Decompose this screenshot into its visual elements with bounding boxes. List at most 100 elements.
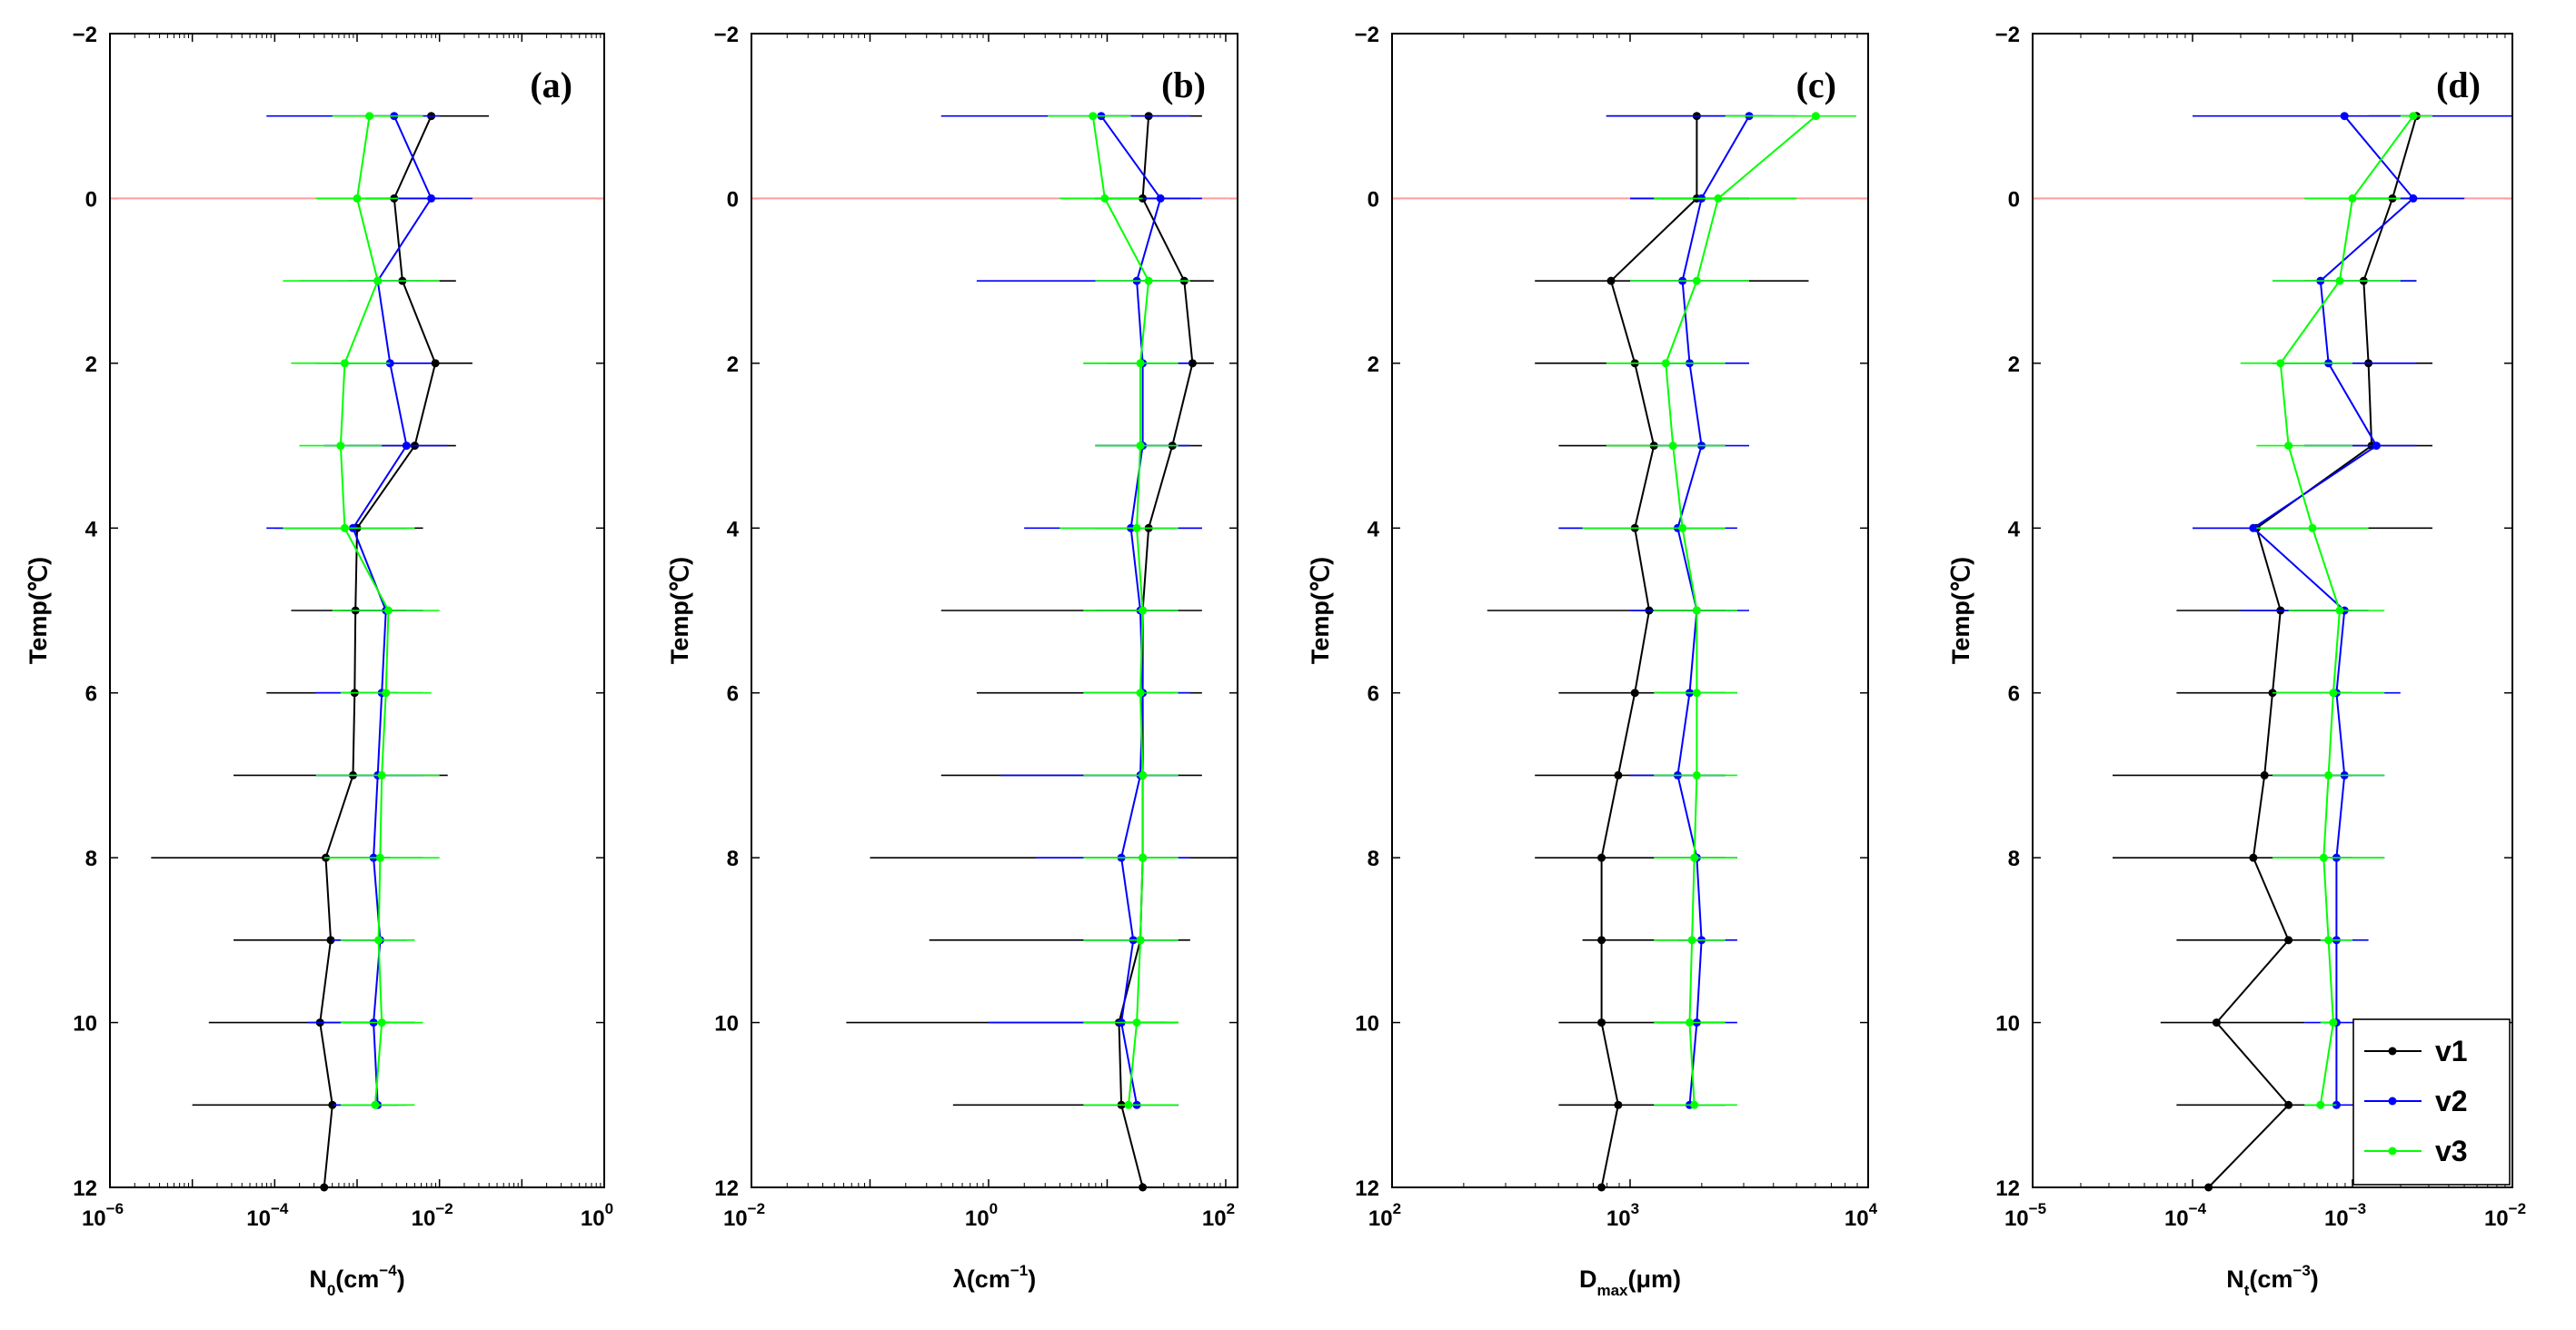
data-point bbox=[1139, 853, 1148, 862]
data-point bbox=[2284, 442, 2293, 451]
data-point bbox=[1692, 606, 1701, 615]
data-point bbox=[1692, 770, 1701, 779]
data-point bbox=[2335, 606, 2344, 615]
data-point bbox=[365, 112, 374, 121]
data-point bbox=[1188, 359, 1197, 368]
y-tick-label: 2 bbox=[727, 352, 739, 377]
y-tick-label: 10 bbox=[73, 1012, 97, 1037]
data-point bbox=[1692, 276, 1701, 285]
series-v3 bbox=[283, 112, 440, 1109]
x-tick-label: 10−5 bbox=[2004, 1200, 2046, 1231]
y-tick-label: 8 bbox=[2008, 847, 2020, 871]
x-tick-label: 104 bbox=[1845, 1200, 1878, 1231]
panel-label: (c) bbox=[1796, 65, 1836, 105]
y-tick-label: 6 bbox=[2008, 682, 2020, 707]
data-point bbox=[373, 276, 383, 285]
data-point bbox=[353, 194, 362, 203]
x-axis-label: Dmax(μm) bbox=[1579, 1265, 1681, 1299]
y-tick-label: −2 bbox=[714, 23, 739, 47]
y-tick-label: 12 bbox=[73, 1176, 97, 1201]
legend-marker-v2 bbox=[2388, 1097, 2397, 1106]
x-tick-label: 10−4 bbox=[246, 1200, 289, 1231]
data-point bbox=[1692, 689, 1701, 698]
x-axis-label: λ(cm−1) bbox=[953, 1262, 1036, 1293]
data-point bbox=[371, 1100, 380, 1109]
data-point bbox=[2308, 523, 2317, 532]
data-point bbox=[1156, 194, 1165, 203]
data-point bbox=[1630, 689, 1639, 698]
data-point bbox=[377, 770, 386, 779]
data-point bbox=[1614, 770, 1623, 779]
series-line bbox=[319, 115, 437, 1188]
y-axis-label: Temp(℃) bbox=[666, 557, 693, 664]
x-tick-label: 10−2 bbox=[2484, 1200, 2526, 1231]
data-point bbox=[375, 853, 384, 862]
x-tick-label: 10−2 bbox=[412, 1200, 453, 1231]
data-point bbox=[1132, 523, 1141, 532]
x-tick-label: 10−4 bbox=[2164, 1200, 2207, 1231]
data-point bbox=[1597, 1018, 1606, 1027]
data-point bbox=[382, 689, 391, 698]
x-axis-label: N0(cm−4) bbox=[309, 1262, 404, 1299]
legend: v1 v2 v3 bbox=[2352, 1018, 2511, 1186]
data-point bbox=[326, 936, 335, 945]
data-point bbox=[1690, 1100, 1699, 1109]
x-axis-label: Nt(cm−3) bbox=[2226, 1262, 2319, 1299]
data-point bbox=[340, 359, 349, 368]
data-point bbox=[402, 442, 411, 451]
data-point bbox=[1686, 1018, 1694, 1027]
data-point bbox=[2329, 689, 2338, 698]
data-point bbox=[1597, 936, 1606, 945]
y-tick-label: 0 bbox=[2008, 187, 2020, 212]
legend-marker-v3 bbox=[2388, 1146, 2397, 1156]
data-point bbox=[1144, 276, 1153, 285]
data-point bbox=[1614, 1100, 1623, 1109]
y-tick-label: 10 bbox=[714, 1012, 739, 1037]
data-point bbox=[1132, 1018, 1141, 1027]
y-tick-label: 8 bbox=[85, 847, 97, 871]
y-tick-label: 0 bbox=[1368, 187, 1379, 212]
x-tick-label: 10−6 bbox=[82, 1200, 124, 1231]
data-point bbox=[2340, 112, 2349, 121]
x-tick-label: 102 bbox=[1202, 1200, 1235, 1231]
legend-label-v3: v3 bbox=[2435, 1135, 2468, 1167]
data-point bbox=[1690, 853, 1699, 862]
plot-frame bbox=[751, 33, 1238, 1188]
data-point bbox=[2316, 1100, 2325, 1109]
panel-label: (d) bbox=[2436, 65, 2481, 105]
series-v3 bbox=[1048, 112, 1190, 1109]
x-tick-label: 10−3 bbox=[2324, 1200, 2366, 1231]
y-tick-label: 10 bbox=[1995, 1012, 2020, 1037]
data-point bbox=[1668, 442, 1677, 451]
y-tick-label: 6 bbox=[727, 682, 739, 707]
y-axis-label: Temp(℃) bbox=[1307, 557, 1334, 664]
x-tick-label: 102 bbox=[1368, 1200, 1401, 1231]
data-point bbox=[1811, 112, 1820, 121]
series-v3 bbox=[1582, 112, 1856, 1109]
data-point bbox=[374, 936, 383, 945]
y-tick-label: 0 bbox=[85, 187, 97, 212]
y-tick-label: 2 bbox=[1368, 352, 1379, 377]
series-line bbox=[2207, 115, 2418, 1188]
data-point bbox=[2212, 1018, 2221, 1027]
data-point bbox=[1139, 770, 1148, 779]
data-point bbox=[2249, 523, 2258, 532]
y-tick-label: 2 bbox=[2008, 352, 2020, 377]
y-tick-label: 4 bbox=[85, 517, 98, 541]
data-point bbox=[1661, 359, 1670, 368]
data-point bbox=[377, 1018, 386, 1027]
data-point bbox=[2409, 194, 2418, 203]
y-tick-label: −2 bbox=[1995, 23, 2020, 47]
plot-frame bbox=[2032, 33, 2513, 1188]
data-point bbox=[427, 194, 436, 203]
data-point bbox=[1136, 359, 1145, 368]
data-point bbox=[2319, 853, 2328, 862]
data-point bbox=[2335, 276, 2344, 285]
data-point bbox=[1100, 194, 1109, 203]
data-point bbox=[336, 442, 345, 451]
y-tick-label: 12 bbox=[1355, 1176, 1379, 1201]
